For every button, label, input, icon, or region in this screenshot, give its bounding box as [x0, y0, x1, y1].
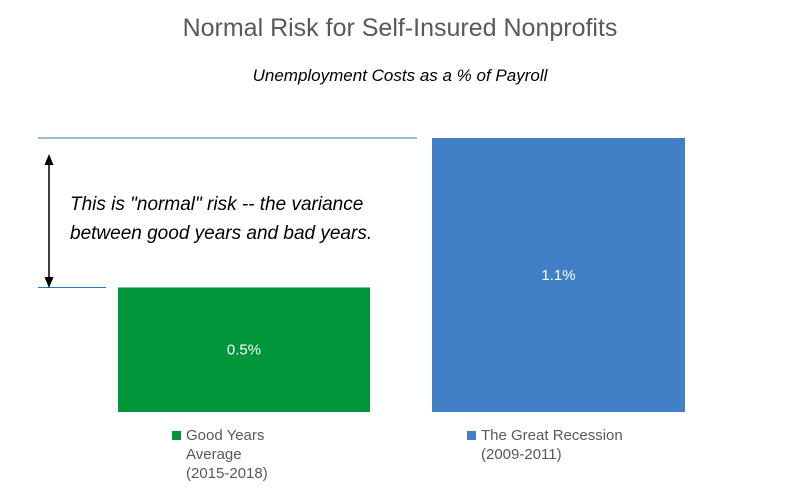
legend-item-great-recession: The Great Recession (2009-2011): [467, 426, 623, 464]
chart-subtitle: Unemployment Costs as a % of Payroll: [252, 66, 548, 85]
chart-title: Normal Risk for Self-Insured Nonprofits: [182, 14, 618, 42]
legend-item-good-years: Good Years Average (2015-2018): [172, 426, 268, 483]
annotation-line-1: This is "normal" risk -- the variance: [70, 194, 364, 215]
bar-great-recession: [432, 138, 685, 412]
legend-label-line: (2015-2018): [186, 465, 268, 482]
arrow-head-up-icon: [44, 154, 54, 165]
legend-label-line: (2009-2011): [481, 446, 562, 463]
bar-good-years: [118, 287, 370, 412]
annotation-line-2: between good years and bad years.: [70, 223, 373, 244]
data-label-great-recession: 1.1%: [541, 267, 575, 284]
legend-swatch-good-years: [172, 431, 181, 440]
legend-label-line: Average: [186, 446, 242, 463]
data-label-good-years: 0.5%: [227, 342, 261, 359]
legend-label-line: The Great Recession: [481, 427, 623, 444]
legend-swatch-great-recession: [467, 431, 476, 440]
variance-annotation: This is "normal" risk -- the variance be…: [70, 190, 410, 248]
arrow-head-down-icon: [44, 277, 54, 288]
legend-label-line: Good Years: [186, 427, 265, 444]
